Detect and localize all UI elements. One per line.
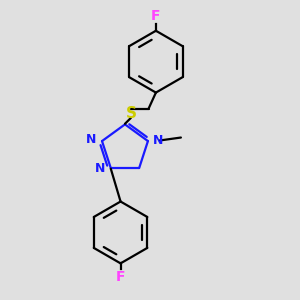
Text: F: F xyxy=(151,9,160,23)
Text: F: F xyxy=(116,270,125,284)
Text: N: N xyxy=(86,134,97,146)
Text: N: N xyxy=(95,162,106,175)
Text: S: S xyxy=(126,106,137,121)
Text: N: N xyxy=(153,134,164,147)
